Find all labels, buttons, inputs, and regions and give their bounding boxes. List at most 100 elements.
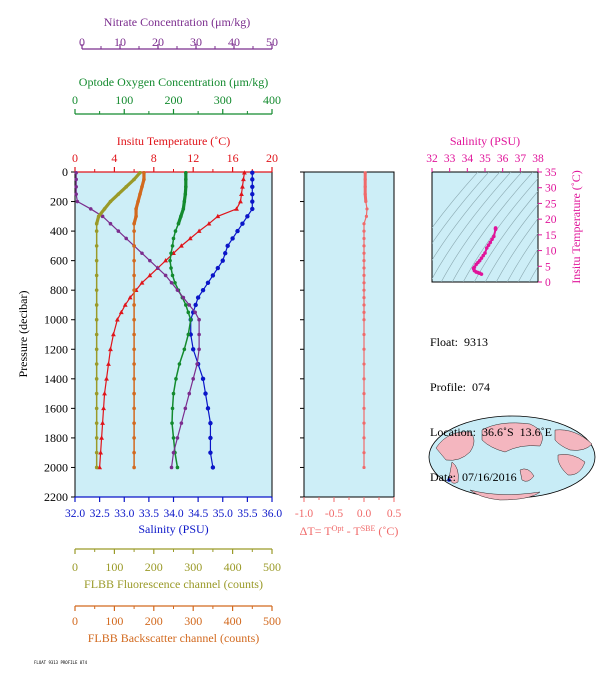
ts-point (484, 246, 489, 250)
backscatter-tick-label: 100 (105, 614, 123, 628)
backscatter-point (132, 465, 136, 470)
nitrate-point (163, 273, 168, 278)
pressure-tick-label: 400 (50, 224, 68, 238)
ts-contour (484, 204, 538, 282)
pressure-tick-label: 1400 (44, 372, 68, 386)
temperature-point (127, 294, 133, 300)
nitrate-point (169, 465, 174, 470)
salinity-point (240, 221, 245, 226)
oxygen-point (173, 229, 178, 233)
nitrate-point (108, 221, 113, 226)
fluorescence-point (94, 258, 99, 263)
delta-point (362, 436, 366, 440)
nitrate-point (74, 192, 78, 196)
date: Date: 07/16/2016 (430, 470, 517, 484)
pressure-tick-label: 200 (50, 195, 68, 209)
delta-point (362, 251, 366, 255)
footnote: FLOAT 9313 PROFILE 074 (34, 660, 87, 665)
fluorescence-point (94, 465, 99, 470)
nitrate-point (124, 236, 129, 241)
fluorescence-point (94, 244, 99, 248)
ts-contour (432, 172, 501, 261)
fluorescence-tick-label: 400 (224, 560, 242, 574)
oxygen-point (171, 236, 176, 241)
backscatter-point (138, 192, 142, 196)
ts-point (490, 237, 494, 242)
delta-point (362, 281, 366, 285)
delta-point (362, 288, 366, 292)
fluorescence-tick-label: 500 (263, 560, 281, 574)
oxygen-axis-title: Optode Oxygen Concentration (μm/kg) (79, 75, 268, 89)
salinity-tick-label: 35.0 (213, 508, 233, 520)
salinity-point (245, 214, 250, 219)
nitrate-point (148, 258, 152, 263)
backscatter-tick-label: 0 (72, 614, 78, 628)
backscatter-point (132, 347, 136, 352)
pressure-tick-label: 1000 (44, 313, 68, 327)
oxygen-point (171, 436, 176, 440)
fluorescence-tick-label: 200 (145, 560, 163, 574)
nitrate-point (193, 310, 197, 315)
ts-x-tick-label: 33 (444, 153, 456, 165)
fluorescence-point (94, 288, 99, 292)
salinity-point (250, 199, 255, 204)
backscatter-point (136, 199, 140, 204)
salinity-point (225, 243, 230, 249)
backscatter-point (132, 229, 136, 233)
nitrate-point (88, 207, 93, 211)
oxygen-point (171, 391, 176, 396)
temperature-point (102, 390, 107, 396)
ts-x-tick-label: 38 (532, 153, 544, 165)
oxygen-point (188, 317, 193, 322)
salinity-point (203, 391, 208, 396)
salinity-tick-label: 33.5 (139, 508, 159, 520)
temperature-point (97, 464, 103, 470)
nitrate-tick-label: 10 (114, 35, 126, 49)
backscatter-tick-label: 300 (184, 614, 202, 628)
fluorescence-point (94, 317, 99, 322)
delta-point (363, 185, 367, 189)
fluorescence-point (132, 177, 136, 182)
ts-y-axis-title: Insitu Temperature (˚C) (569, 170, 583, 284)
backscatter-tick-label: 400 (224, 614, 242, 628)
ts-x-tick-label: 35 (479, 153, 491, 165)
pressure-tick-label: 1200 (44, 342, 68, 356)
nitrate-point (175, 436, 180, 440)
backscatter-point (134, 207, 138, 211)
backscatter-point (142, 170, 146, 175)
salinity-point (210, 465, 216, 470)
pressure-tick-label: 0 (62, 165, 68, 179)
temperature-tick-label: 8 (151, 151, 157, 165)
nitrate-tick-label: 40 (228, 35, 240, 49)
salinity-point (230, 236, 235, 241)
oxygen-point (169, 251, 173, 256)
backscatter-point (134, 214, 138, 219)
oxygen-point (177, 362, 182, 366)
ts-y-tick-label: 5 (545, 261, 551, 273)
backscatter-point (132, 317, 136, 322)
ts-y-tick-label: 25 (545, 198, 557, 210)
salinity-point (210, 273, 216, 278)
delta-point (362, 310, 366, 314)
oxygen-point (179, 214, 183, 219)
ts-contour (473, 190, 538, 282)
fluorescence-tick-label: 300 (184, 560, 202, 574)
delta-point (362, 362, 366, 366)
ts-point (479, 272, 484, 276)
oxygen-point (170, 406, 175, 411)
salinity-point (205, 280, 211, 285)
fluorescence-point (94, 391, 99, 396)
salinity-point (215, 265, 221, 271)
salinity-point (191, 347, 196, 352)
pressure-tick-label: 800 (50, 283, 68, 297)
fluorescence-point (108, 199, 113, 204)
nitrate-tick-label: 20 (152, 35, 164, 49)
fluorescence-point (94, 436, 99, 440)
delta-point (364, 214, 368, 218)
backscatter-point (132, 362, 136, 366)
float-location-marker (447, 478, 451, 482)
salinity-point (205, 406, 211, 411)
backscatter-tick-label: 500 (263, 614, 281, 628)
salinity-tick-label: 34.5 (188, 508, 208, 520)
salinity-point (193, 302, 198, 308)
